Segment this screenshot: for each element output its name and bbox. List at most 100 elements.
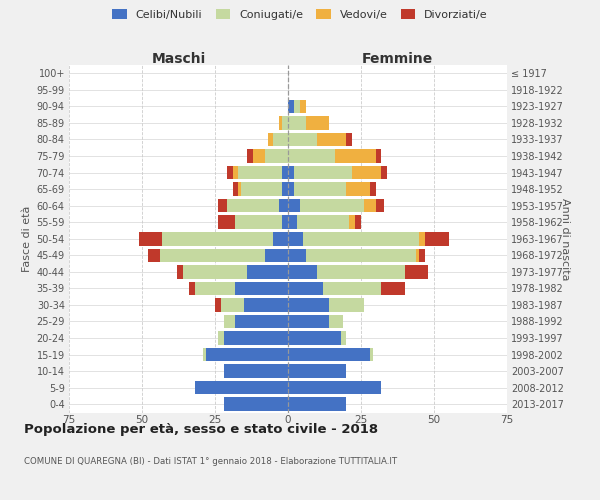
Bar (233, 182, 238, 196)
Bar (265, 149, 288, 163)
Bar (305, 116, 329, 130)
Bar (323, 282, 382, 295)
Bar (163, 232, 274, 245)
Bar (274, 232, 288, 245)
Bar (299, 199, 364, 212)
Bar (416, 248, 419, 262)
Bar (218, 199, 227, 212)
Text: Femmine: Femmine (362, 52, 433, 66)
Bar (382, 282, 405, 295)
Bar (288, 149, 335, 163)
Bar (215, 298, 221, 312)
Bar (288, 398, 346, 411)
Bar (183, 265, 247, 278)
Bar (376, 149, 382, 163)
Bar (355, 216, 361, 229)
Bar (425, 232, 449, 245)
Bar (294, 100, 299, 113)
Bar (294, 166, 352, 179)
Bar (288, 232, 302, 245)
Bar (224, 398, 288, 411)
Bar (221, 298, 244, 312)
Text: COMUNE DI QUAREGNA (BI) - Dati ISTAT 1° gennaio 2018 - Elaborazione TUTTITALIA.I: COMUNE DI QUAREGNA (BI) - Dati ISTAT 1° … (24, 458, 397, 466)
Bar (329, 298, 364, 312)
Bar (206, 348, 288, 362)
Bar (224, 332, 288, 345)
Bar (279, 116, 282, 130)
Bar (233, 166, 238, 179)
Bar (288, 100, 294, 113)
Bar (288, 282, 323, 295)
Bar (160, 248, 265, 262)
Bar (288, 132, 317, 146)
Bar (370, 348, 373, 362)
Bar (235, 216, 282, 229)
Text: Popolazione per età, sesso e stato civile - 2018: Popolazione per età, sesso e stato civil… (24, 422, 378, 436)
Bar (341, 332, 346, 345)
Bar (235, 282, 288, 295)
Bar (244, 298, 288, 312)
Y-axis label: Fasce di età: Fasce di età (22, 206, 32, 272)
Bar (247, 149, 253, 163)
Bar (317, 265, 405, 278)
Bar (349, 216, 355, 229)
Bar (288, 248, 305, 262)
Bar (370, 182, 376, 196)
Bar (382, 166, 387, 179)
Bar (419, 248, 425, 262)
Bar (317, 132, 346, 146)
Bar (329, 314, 343, 328)
Bar (279, 199, 288, 212)
Bar (419, 232, 425, 245)
Bar (288, 265, 317, 278)
Bar (282, 116, 288, 130)
Bar (274, 132, 288, 146)
Bar (288, 182, 294, 196)
Bar (294, 182, 346, 196)
Bar (177, 265, 183, 278)
Bar (227, 199, 279, 212)
Bar (364, 199, 376, 212)
Y-axis label: Anni di nascita: Anni di nascita (560, 198, 569, 280)
Bar (288, 381, 382, 394)
Bar (189, 282, 194, 295)
Bar (253, 149, 265, 163)
Bar (218, 216, 235, 229)
Bar (299, 100, 305, 113)
Bar (235, 314, 288, 328)
Bar (238, 182, 241, 196)
Bar (224, 364, 288, 378)
Bar (265, 248, 288, 262)
Bar (405, 265, 428, 278)
Bar (282, 182, 288, 196)
Bar (227, 166, 233, 179)
Legend: Celibi/Nubili, Coniugati/e, Vedovi/e, Divorziati/e: Celibi/Nubili, Coniugati/e, Vedovi/e, Di… (109, 6, 491, 23)
Bar (288, 298, 329, 312)
Bar (288, 314, 329, 328)
Bar (282, 216, 288, 229)
Bar (352, 166, 382, 179)
Bar (194, 282, 235, 295)
Bar (288, 199, 299, 212)
Bar (335, 149, 376, 163)
Bar (288, 166, 294, 179)
Bar (376, 199, 385, 212)
Bar (346, 182, 370, 196)
Bar (203, 348, 206, 362)
Bar (288, 364, 346, 378)
Text: Maschi: Maschi (151, 52, 206, 66)
Bar (288, 216, 297, 229)
Bar (288, 332, 341, 345)
Bar (305, 248, 416, 262)
Bar (302, 232, 419, 245)
Bar (297, 216, 349, 229)
Bar (268, 132, 274, 146)
Bar (194, 381, 288, 394)
Bar (282, 166, 288, 179)
Bar (148, 248, 160, 262)
Bar (224, 314, 235, 328)
Bar (288, 116, 305, 130)
Bar (218, 332, 224, 345)
Bar (247, 265, 288, 278)
Bar (288, 348, 370, 362)
